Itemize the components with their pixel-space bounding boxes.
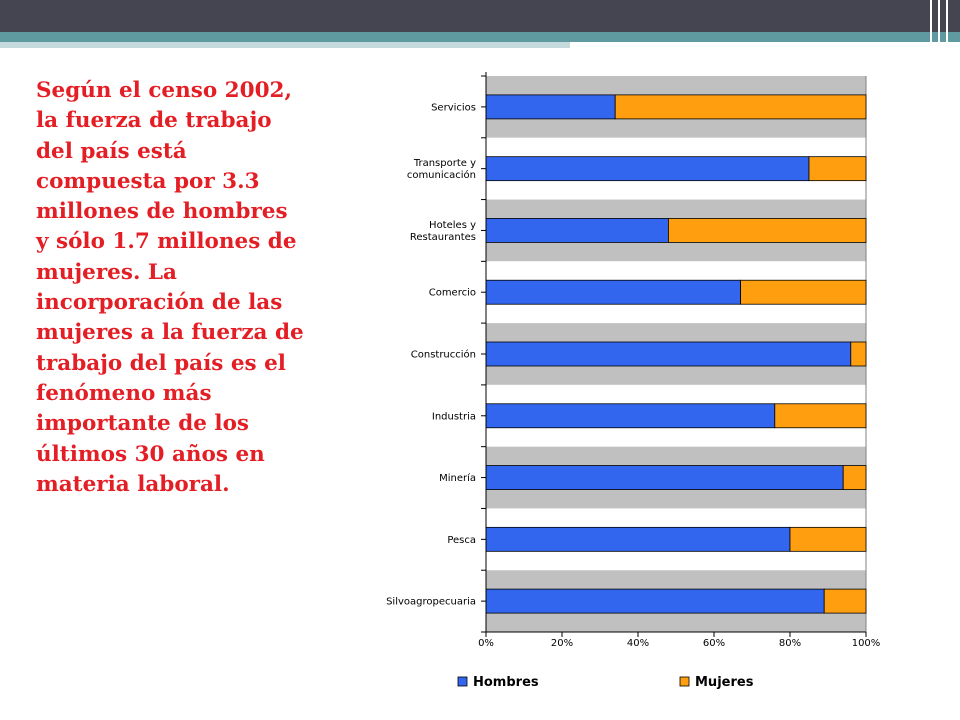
bar-mujeres (842, 465, 867, 490)
y-tick-label: Servicios (431, 102, 476, 113)
bar-hombres (485, 279, 742, 305)
legend-label-mujeres: Mujeres (695, 675, 754, 690)
bar-mujeres (823, 588, 867, 614)
bar-hombres (485, 218, 669, 243)
y-tick-label: Hoteles y Restaurantes (410, 220, 476, 243)
bar-hombres (485, 94, 616, 120)
slide-accent-band-light (0, 42, 570, 48)
slide-accent-rule (570, 42, 890, 46)
legend-swatch-hombres (457, 676, 468, 687)
y-tick-label: Transporte y comunicación (407, 158, 476, 181)
y-tick-label: Pesca (447, 535, 476, 546)
x-tick-label: 20% (551, 638, 573, 649)
x-tick-label: 60% (703, 638, 725, 649)
x-tick-label: 100% (852, 638, 881, 649)
y-tick-label: Comercio (429, 288, 476, 299)
bar-mujeres (850, 341, 867, 367)
slide-decor-line (910, 56, 960, 58)
bar-mujeres (774, 403, 867, 429)
slide-decor-line (930, 0, 932, 46)
slide-header-bar (0, 0, 960, 32)
y-tick-label: Minería (439, 472, 476, 484)
bar-mujeres (614, 94, 867, 120)
bar-mujeres (668, 218, 867, 243)
y-tick-label: Industria (432, 411, 476, 422)
x-tick-label: 40% (627, 638, 649, 649)
x-tick-label: 80% (779, 638, 801, 649)
slide-decor-line (938, 0, 940, 54)
legend-label-hombres: Hombres (473, 675, 539, 690)
bar-hombres (485, 588, 825, 614)
slide-accent-band (0, 32, 960, 42)
legend-swatch-mujeres (679, 676, 690, 687)
bar-hombres (485, 526, 791, 552)
bar-hombres (485, 156, 810, 182)
y-tick-label: Construcción (411, 349, 476, 361)
bar-mujeres (740, 279, 867, 305)
y-tick-label: Silvoagropecuaria (386, 597, 476, 608)
bar-hombres (485, 341, 852, 367)
bar-mujeres (808, 156, 867, 182)
x-tick-label: 0% (478, 638, 494, 649)
slide-body-text: Según el censo 2002, la fuerza de trabaj… (36, 78, 304, 497)
slide-decor-line (946, 0, 948, 62)
bar-hombres (485, 403, 776, 429)
bar-mujeres (789, 526, 867, 552)
bar-hombres (485, 465, 844, 490)
